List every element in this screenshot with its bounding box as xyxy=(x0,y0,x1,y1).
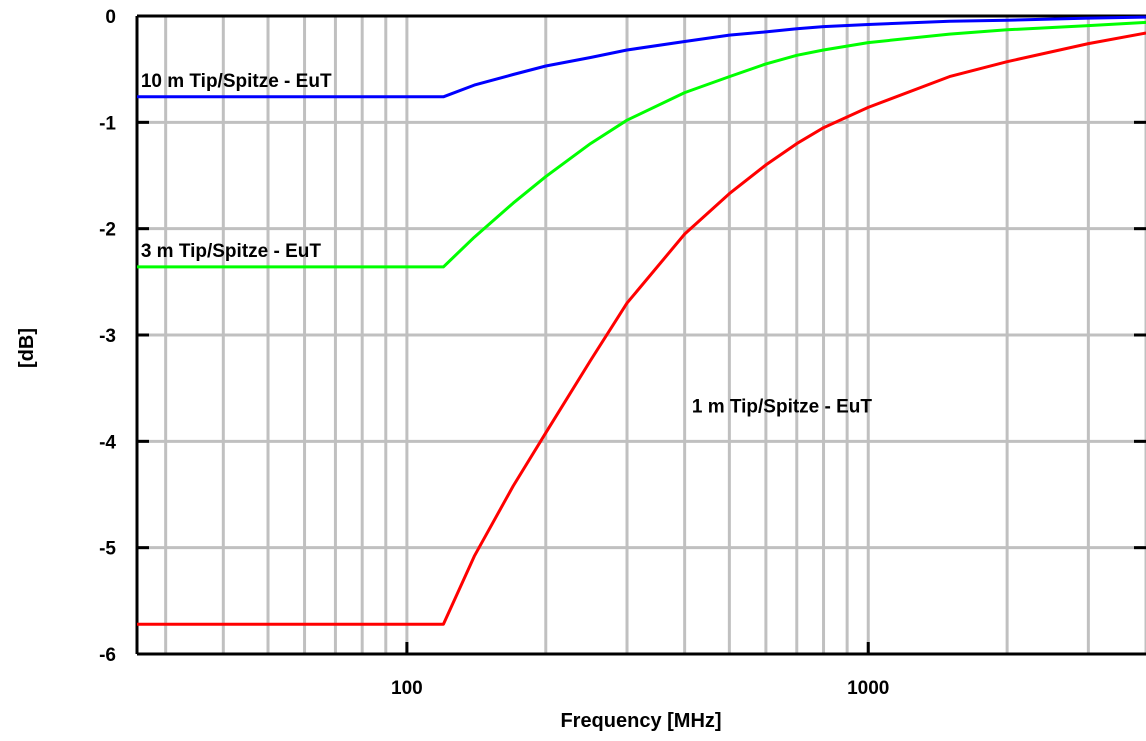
y-tick-label: -6 xyxy=(99,645,116,666)
series-line-2 xyxy=(137,31,1146,626)
grid xyxy=(137,14,1146,656)
x-tick-label: 1000 xyxy=(847,678,889,699)
y-tick-label: -5 xyxy=(99,539,116,560)
series-line-0 xyxy=(137,15,1146,99)
series-label-1: 3 m Tip/Spitze - EuT xyxy=(141,241,322,262)
y-tick-label: -1 xyxy=(99,113,116,134)
series-label-0: 10 m Tip/Spitze - EuT xyxy=(141,71,332,92)
y-tick-label: 0 xyxy=(105,7,116,28)
x-axis-title: Frequency [MHz] xyxy=(560,710,721,732)
y-tick-label: -3 xyxy=(99,326,116,347)
series-labels: 10 m Tip/Spitze - EuT 3 m Tip/Spitze - Eu… xyxy=(141,71,873,418)
series-label-2: 1 m Tip/Spitze - EuT xyxy=(692,397,873,418)
series-group xyxy=(137,15,1146,626)
series-line-1 xyxy=(137,20,1146,269)
y-tick-label: -2 xyxy=(99,220,116,241)
y-axis-title: [dB] xyxy=(16,328,38,368)
y-tick-label: -4 xyxy=(99,432,116,453)
plot-frame xyxy=(135,14,1146,656)
tick-labels: 0 -1 -2 -3 -4 -5 -6 100 1000 xyxy=(99,7,889,699)
x-tick-label: 100 xyxy=(391,678,423,699)
